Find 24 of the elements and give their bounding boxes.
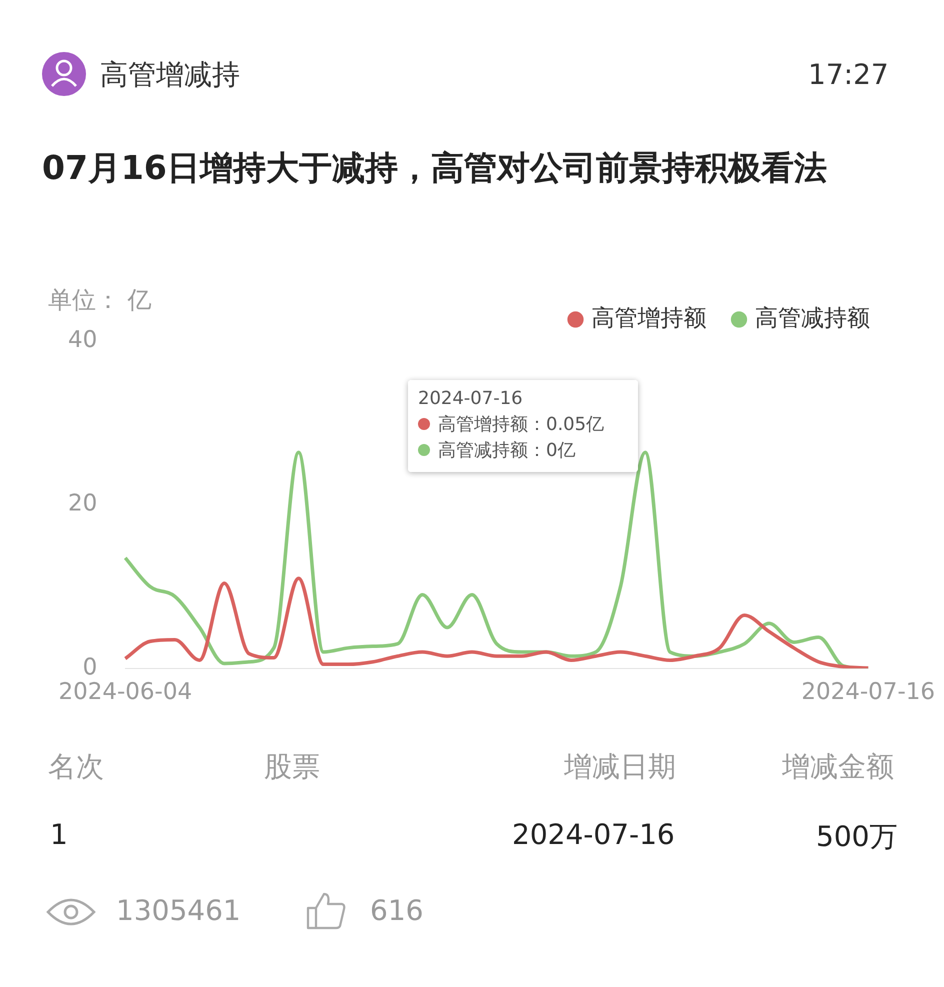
- y-tick-label: 40: [68, 326, 98, 353]
- text: 616: [370, 894, 424, 927]
- text: 17:27: [808, 58, 889, 91]
- text: 500万: [816, 819, 898, 855]
- text: 高管增减持: [100, 57, 240, 93]
- annotation: 2024-07-16: [418, 387, 524, 411]
- text: 1305461: [116, 894, 241, 927]
- y-tick-label: 20: [68, 490, 98, 517]
- legend-label: 高管增持额: [592, 305, 706, 332]
- y-axis-title: 单位： 亿: [48, 286, 152, 314]
- line-series: [124, 576, 870, 668]
- text: 1: [50, 818, 68, 851]
- chart-title: 07月16日增持大于减持，高管对公司前景持积极看法: [42, 147, 828, 189]
- text: 增减日期: [564, 749, 676, 785]
- text: 2024-07-16: [512, 818, 675, 851]
- text: 股票: [264, 749, 320, 785]
- text: 名次: [48, 749, 104, 785]
- x-tick-label: 2024-06-04: [58, 679, 192, 706]
- y-tick-label: 0: [82, 654, 98, 680]
- text: 增减金额: [782, 749, 894, 785]
- annotation: 高管减持额：0亿: [437, 439, 576, 463]
- legend-label: 高管减持额: [755, 305, 870, 332]
- annotation: 高管增持额：0.05亿: [437, 413, 606, 437]
- tooltip-box: 2024-07-16 高管增持额：0.05亿 高管减持额：0亿: [408, 380, 638, 472]
